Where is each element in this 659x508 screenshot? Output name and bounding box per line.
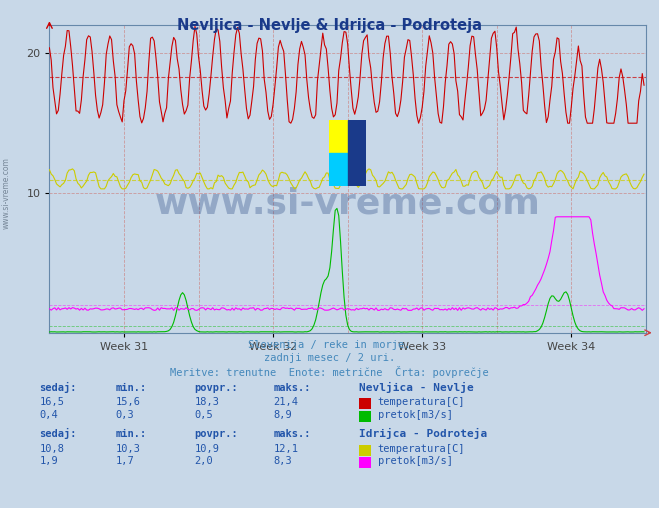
Text: sedaj:: sedaj: bbox=[40, 382, 77, 393]
Text: www.si-vreme.com: www.si-vreme.com bbox=[2, 157, 11, 229]
Text: 0,5: 0,5 bbox=[194, 410, 213, 420]
Text: Meritve: trenutne  Enote: metrične  Črta: povprečje: Meritve: trenutne Enote: metrične Črta: … bbox=[170, 366, 489, 378]
Text: 0,4: 0,4 bbox=[40, 410, 58, 420]
Text: 15,6: 15,6 bbox=[115, 397, 140, 407]
Text: 10,8: 10,8 bbox=[40, 443, 65, 454]
Bar bbox=[348, 120, 366, 186]
Text: Nevljica - Nevlje & Idrijca - Podroteja: Nevljica - Nevlje & Idrijca - Podroteja bbox=[177, 18, 482, 33]
Text: 1,9: 1,9 bbox=[40, 456, 58, 466]
Text: 16,5: 16,5 bbox=[40, 397, 65, 407]
Text: maks.:: maks.: bbox=[273, 383, 311, 393]
Text: 2,0: 2,0 bbox=[194, 456, 213, 466]
Text: Slovenija / reke in morje.: Slovenija / reke in morje. bbox=[248, 340, 411, 351]
Text: 0,3: 0,3 bbox=[115, 410, 134, 420]
Text: maks.:: maks.: bbox=[273, 429, 311, 439]
Text: temperatura[C]: temperatura[C] bbox=[378, 443, 465, 454]
Text: 12,1: 12,1 bbox=[273, 443, 299, 454]
Text: 18,3: 18,3 bbox=[194, 397, 219, 407]
Text: pretok[m3/s]: pretok[m3/s] bbox=[378, 410, 453, 420]
Bar bbox=[330, 120, 348, 152]
Text: Nevljica - Nevlje: Nevljica - Nevlje bbox=[359, 382, 474, 393]
Text: 1,7: 1,7 bbox=[115, 456, 134, 466]
Text: Idrijca - Podroteja: Idrijca - Podroteja bbox=[359, 428, 488, 439]
Text: 10,3: 10,3 bbox=[115, 443, 140, 454]
Text: 21,4: 21,4 bbox=[273, 397, 299, 407]
Text: sedaj:: sedaj: bbox=[40, 428, 77, 439]
Text: povpr.:: povpr.: bbox=[194, 383, 238, 393]
Text: min.:: min.: bbox=[115, 429, 146, 439]
Text: temperatura[C]: temperatura[C] bbox=[378, 397, 465, 407]
Text: 8,9: 8,9 bbox=[273, 410, 292, 420]
Text: povpr.:: povpr.: bbox=[194, 429, 238, 439]
Text: zadnji mesec / 2 uri.: zadnji mesec / 2 uri. bbox=[264, 353, 395, 363]
Text: www.si-vreme.com: www.si-vreme.com bbox=[155, 186, 540, 220]
Text: min.:: min.: bbox=[115, 383, 146, 393]
Text: pretok[m3/s]: pretok[m3/s] bbox=[378, 456, 453, 466]
Text: 10,9: 10,9 bbox=[194, 443, 219, 454]
Text: 8,3: 8,3 bbox=[273, 456, 292, 466]
Bar bbox=[330, 152, 348, 186]
